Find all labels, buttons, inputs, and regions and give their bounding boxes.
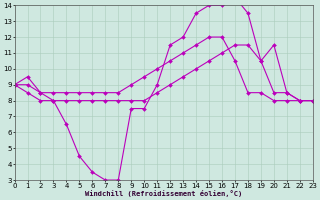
X-axis label: Windchill (Refroidissement éolien,°C): Windchill (Refroidissement éolien,°C) <box>85 190 242 197</box>
